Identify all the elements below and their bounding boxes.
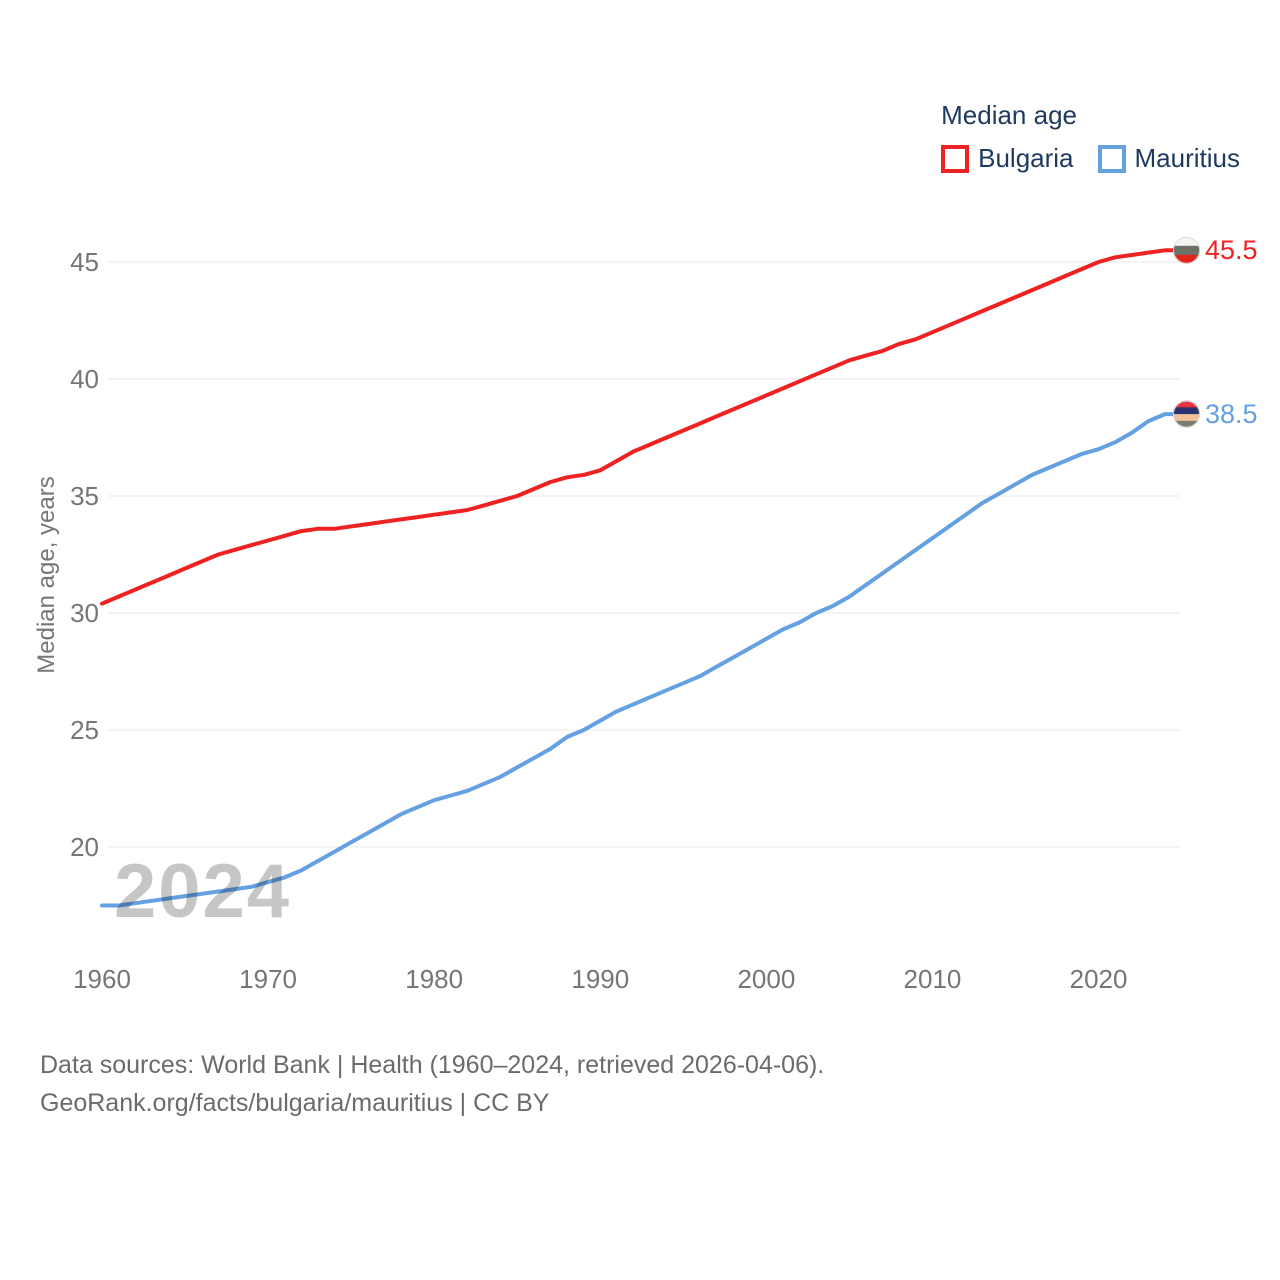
legend-label-mauritius: Mauritius (1134, 143, 1240, 173)
x-tick-label: 2020 (1069, 964, 1128, 994)
legend-swatch-bulgaria-icon (941, 144, 970, 173)
y-tick-label: 45 (70, 247, 99, 277)
x-tick-label: 1970 (239, 964, 298, 994)
y-tick-label: 40 (70, 364, 99, 394)
legend-title: Median age (941, 100, 1077, 130)
footer-data-sources: Data sources: World Bank | Health (1960–… (40, 1051, 825, 1079)
legend-item-bulgaria[interactable]: Bulgaria (941, 143, 1074, 174)
y-tick-label: 20 (70, 832, 99, 862)
legend-items: Bulgaria Mauritius (941, 143, 1240, 174)
watermark-year: 2024 (114, 849, 292, 934)
x-tick-label: 2000 (737, 964, 796, 994)
legend-label-bulgaria: Bulgaria (978, 143, 1074, 173)
end-value-label-bulgaria: 45.5 (1205, 235, 1258, 266)
x-tick-label: 1980 (405, 964, 464, 994)
y-tick-label: 25 (70, 715, 99, 745)
flag-icon-bulgaria (1173, 236, 1200, 264)
legend: Median age Bulgaria Mauritius (941, 100, 1240, 174)
x-tick-label: 1990 (571, 964, 630, 994)
bulgaria-line[interactable] (100, 248, 1178, 606)
legend-item-mauritius[interactable]: Mauritius (1097, 143, 1240, 174)
mauritius-line[interactable] (100, 412, 1178, 908)
y-tick-label: 30 (70, 598, 99, 628)
end-value-label-mauritius: 38.5 (1205, 399, 1258, 430)
line-chart (100, 236, 1200, 908)
footer: Data sources: World Bank | Health (1960–… (40, 1046, 824, 1122)
legend-swatch-mauritius-icon (1097, 144, 1126, 173)
flag-icon-mauritius (1173, 400, 1200, 428)
x-tick-label: 1960 (73, 964, 131, 994)
y-tick-label: 35 (70, 481, 99, 511)
footer-attribution: GeoRank.org/facts/bulgaria/mauritius | C… (40, 1089, 550, 1117)
x-tick-label: 2010 (903, 964, 962, 994)
